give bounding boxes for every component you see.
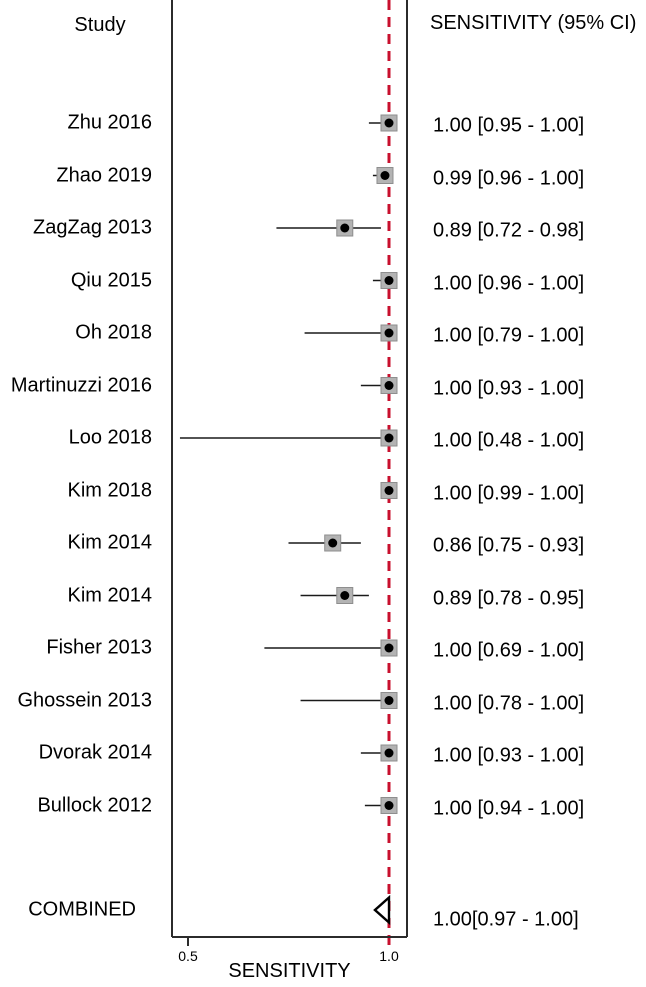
ci-label: 1.00 [0.79 - 1.00] bbox=[433, 324, 585, 347]
study-label: Kim 2014 bbox=[67, 531, 153, 554]
combined-marker-triangle bbox=[373, 894, 391, 926]
study-label: Zhao 2019 bbox=[56, 164, 152, 186]
study-label: Ghossein 2013 bbox=[17, 689, 152, 711]
study-label: Oh 2018 bbox=[75, 321, 152, 344]
ci-label: 1.00 [0.78 - 1.00] bbox=[433, 692, 585, 714]
combined-label: COMBINED bbox=[28, 898, 136, 921]
study-marker-dot bbox=[384, 433, 394, 443]
study-marker-dot bbox=[384, 486, 394, 495]
ci-label: 1.00 [0.93 - 1.00] bbox=[433, 377, 585, 399]
study-marker-dot bbox=[340, 223, 350, 233]
study-label: Zhu 2016 bbox=[67, 111, 152, 134]
study-marker-dot bbox=[328, 538, 338, 548]
ci-label: 1.00 [0.69 - 1.00] bbox=[433, 639, 585, 662]
study-label: Dvorak 2014 bbox=[38, 741, 152, 764]
ci-label: 1.00 [0.93 - 1.00] bbox=[433, 744, 585, 767]
study-marker-dot bbox=[340, 591, 350, 600]
study-label: Fisher 2013 bbox=[46, 636, 152, 659]
study-label: Qiu 2015 bbox=[70, 269, 152, 291]
study-label: Martinuzzi 2016 bbox=[10, 374, 152, 396]
ci-label: 1.00 [0.94 - 1.00] bbox=[433, 797, 585, 819]
study-marker-dot bbox=[380, 171, 390, 180]
study-marker-dot bbox=[384, 328, 394, 338]
study-label: Bullock 2012 bbox=[37, 794, 152, 816]
study-marker-dot bbox=[384, 381, 394, 390]
ci-label: 1.00 [0.48 - 1.00] bbox=[433, 429, 585, 452]
study-label: Loo 2018 bbox=[68, 426, 152, 449]
x-axis-label: SENSITIVITY bbox=[228, 960, 351, 982]
study-marker-dot bbox=[384, 643, 394, 653]
study-label: ZagZag 2013 bbox=[33, 216, 152, 239]
ci-label: 0.89 [0.72 - 0.98] bbox=[433, 219, 585, 242]
ci-label: 0.89 [0.78 - 0.95] bbox=[433, 587, 585, 609]
ci-label: 0.86 [0.75 - 0.93] bbox=[433, 534, 585, 557]
x-tick-label: 1.0 bbox=[379, 948, 399, 964]
study-marker-dot bbox=[384, 748, 394, 758]
study-marker-dot bbox=[384, 276, 394, 285]
combined-ci-label: 1.00[0.97 - 1.00] bbox=[433, 908, 579, 931]
ci-label: 1.00 [0.99 - 1.00] bbox=[433, 482, 585, 504]
ci-column-header: SENSITIVITY (95% CI) bbox=[430, 12, 637, 34]
ci-label: 1.00 [0.96 - 1.00] bbox=[433, 272, 585, 294]
x-tick-label: 0.5 bbox=[178, 948, 198, 964]
study-marker-dot bbox=[384, 118, 394, 128]
study-column-header: Study bbox=[74, 14, 126, 36]
ci-label: 0.99 [0.96 - 1.00] bbox=[433, 167, 585, 189]
study-marker-dot bbox=[384, 801, 394, 810]
study-marker-dot bbox=[384, 696, 394, 705]
study-label: Kim 2014 bbox=[67, 584, 153, 606]
study-label: Kim 2018 bbox=[67, 479, 153, 501]
ci-label: 1.00 [0.95 - 1.00] bbox=[433, 114, 585, 137]
